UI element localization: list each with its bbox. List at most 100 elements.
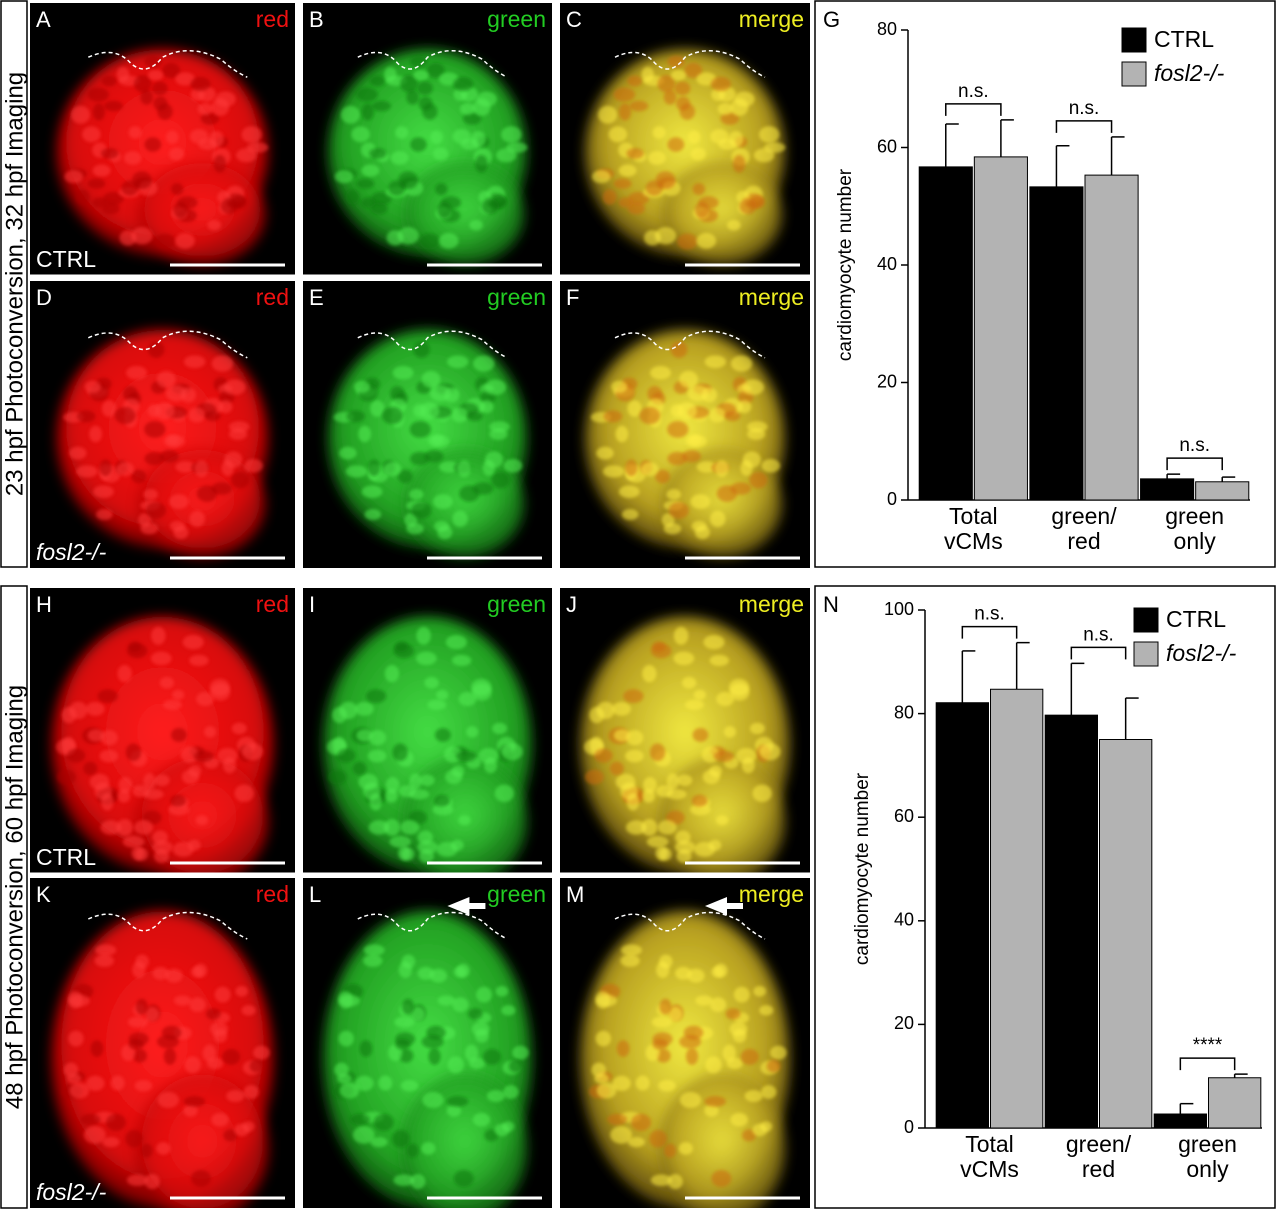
cell xyxy=(101,400,117,417)
legend-swatch xyxy=(1133,607,1159,633)
cell xyxy=(730,98,749,116)
cell xyxy=(730,355,753,372)
cell xyxy=(391,1129,410,1148)
cell xyxy=(678,1142,693,1155)
legend-label: fosl2-/- xyxy=(1154,60,1225,86)
cell xyxy=(222,1048,241,1065)
cell xyxy=(151,626,166,645)
cell xyxy=(369,793,382,811)
cell xyxy=(413,341,430,358)
cell xyxy=(135,847,149,861)
cell xyxy=(213,155,227,173)
cell xyxy=(94,954,115,967)
cell xyxy=(154,774,170,787)
panel-letter: G xyxy=(823,7,840,32)
cell xyxy=(758,126,780,143)
cell xyxy=(740,460,753,477)
cell xyxy=(175,232,195,249)
y-tick-label: 20 xyxy=(894,1013,914,1033)
cell xyxy=(468,1057,486,1069)
cell xyxy=(451,407,469,423)
cell xyxy=(503,1085,519,1099)
cell xyxy=(354,701,374,716)
cell xyxy=(182,635,204,650)
cell xyxy=(383,462,402,477)
cell xyxy=(69,446,87,460)
legend-swatch xyxy=(1121,61,1147,87)
cell xyxy=(154,233,176,250)
cell xyxy=(206,1008,221,1020)
cell xyxy=(338,1030,354,1047)
cell xyxy=(615,773,636,790)
cell xyxy=(641,66,654,82)
cell xyxy=(473,355,495,372)
significance-bracket xyxy=(1055,120,1113,133)
cell xyxy=(170,183,184,196)
cell xyxy=(392,743,408,762)
cell xyxy=(657,75,676,93)
cell xyxy=(708,407,726,423)
heart-image xyxy=(51,616,274,873)
cell xyxy=(610,1126,633,1144)
cell xyxy=(655,785,674,798)
cell xyxy=(144,1006,160,1022)
cell xyxy=(709,654,729,667)
cell xyxy=(140,523,159,535)
cell xyxy=(759,1121,773,1132)
cell xyxy=(595,1030,612,1047)
genotype-label: CTRL xyxy=(36,246,96,272)
cell xyxy=(218,400,233,414)
significance-label: **** xyxy=(1193,1035,1223,1056)
cell xyxy=(410,137,427,152)
cell xyxy=(667,137,685,152)
cell xyxy=(432,494,453,509)
cell xyxy=(103,191,124,206)
outline xyxy=(614,49,766,78)
cell xyxy=(753,148,775,163)
cell xyxy=(134,820,154,835)
cell xyxy=(635,1075,650,1091)
genotype-label: fosl2-/- xyxy=(36,1179,107,1205)
cell xyxy=(471,1022,490,1037)
x-tick-label: green/ red xyxy=(1065,1132,1132,1182)
cell xyxy=(684,62,703,79)
channel-label: red xyxy=(256,284,289,310)
cell xyxy=(183,1104,198,1117)
cell xyxy=(679,370,698,388)
cell xyxy=(207,219,222,231)
cell xyxy=(690,147,707,161)
panel-letter: C xyxy=(566,7,582,32)
cell xyxy=(676,774,693,787)
heart-blob-lower xyxy=(662,162,783,267)
panel-letter: H xyxy=(36,592,52,617)
cell xyxy=(663,523,682,535)
x-tick-label: green only xyxy=(1165,504,1225,554)
cell xyxy=(666,773,679,791)
cell xyxy=(100,148,119,159)
cell xyxy=(458,815,471,826)
cell xyxy=(654,227,677,245)
cell xyxy=(155,402,175,420)
cell xyxy=(61,706,77,724)
cell xyxy=(189,997,206,1013)
cell xyxy=(641,818,658,837)
cell xyxy=(453,1170,474,1188)
cell xyxy=(596,1082,617,1099)
cell xyxy=(152,966,169,980)
cell xyxy=(730,482,752,495)
cell xyxy=(223,1129,238,1142)
cell xyxy=(150,651,172,666)
cell xyxy=(384,664,400,683)
x-tick-label: green/ red xyxy=(1051,504,1117,554)
cell xyxy=(631,1113,652,1132)
cell xyxy=(87,87,109,102)
heart-image xyxy=(56,49,269,267)
bar xyxy=(1084,174,1139,501)
cell xyxy=(193,963,208,978)
cell xyxy=(625,459,638,477)
heart-image xyxy=(51,911,274,1208)
cell xyxy=(64,170,83,184)
cell xyxy=(626,148,644,159)
